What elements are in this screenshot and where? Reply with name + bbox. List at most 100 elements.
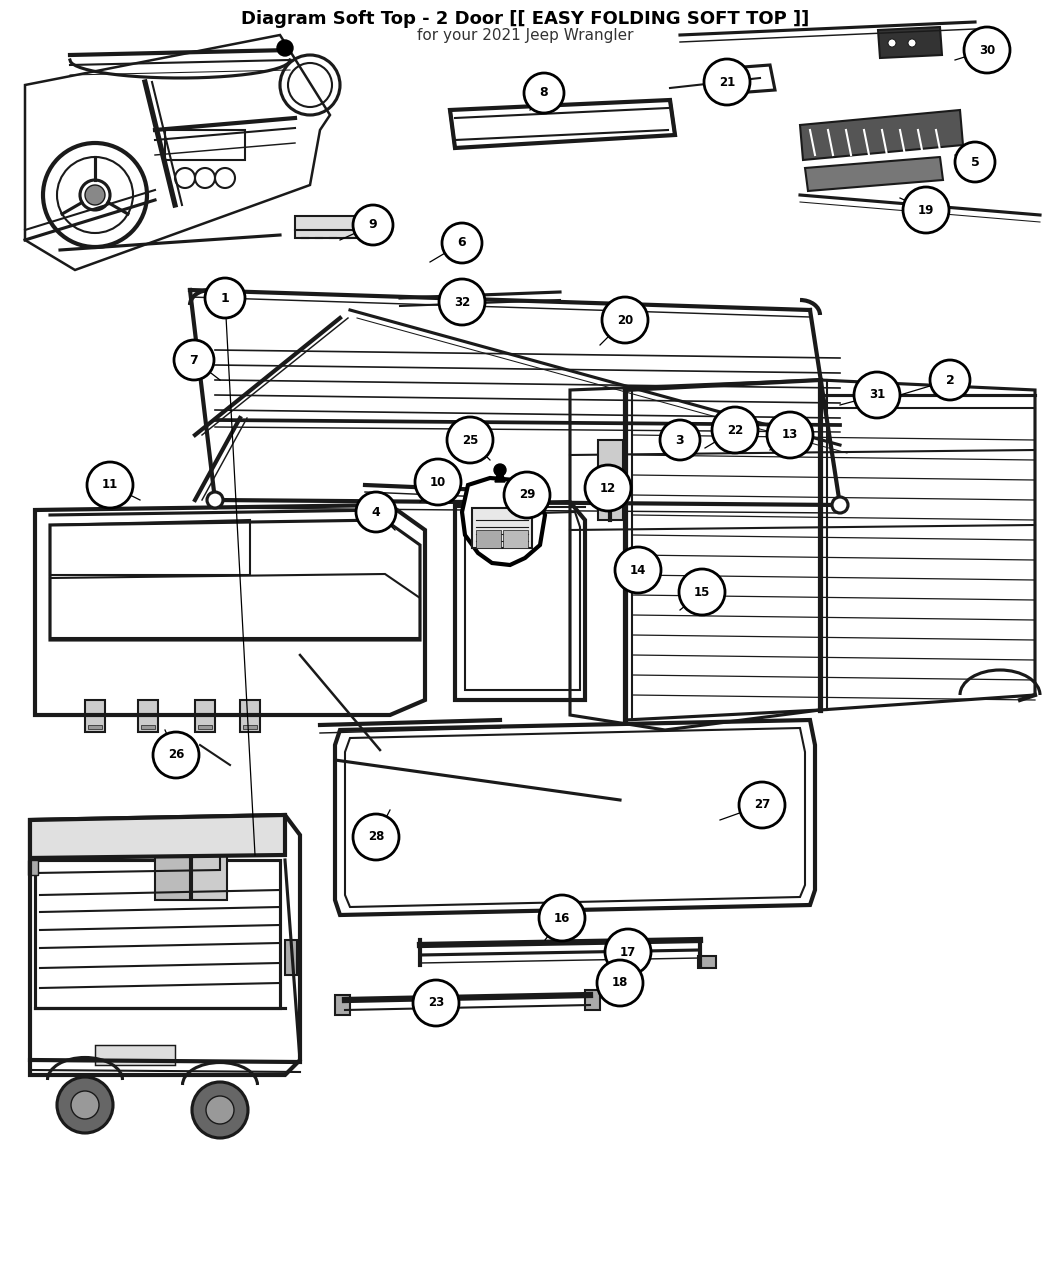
Bar <box>141 725 155 729</box>
Bar <box>94 1046 175 1065</box>
Text: for your 2021 Jeep Wrangler: for your 2021 Jeep Wrangler <box>417 28 633 43</box>
Text: 18: 18 <box>612 977 628 989</box>
Text: 21: 21 <box>719 75 735 88</box>
Circle shape <box>739 782 785 827</box>
Circle shape <box>615 547 662 593</box>
Circle shape <box>712 407 758 453</box>
Bar <box>165 130 245 159</box>
Circle shape <box>964 27 1010 73</box>
Bar <box>155 850 190 900</box>
Circle shape <box>192 1082 248 1139</box>
Polygon shape <box>30 815 285 858</box>
Circle shape <box>908 40 916 47</box>
Circle shape <box>87 462 133 507</box>
Bar <box>295 215 380 238</box>
Text: 2: 2 <box>946 374 954 386</box>
Polygon shape <box>495 476 505 482</box>
Polygon shape <box>805 157 943 191</box>
Text: 5: 5 <box>970 156 980 168</box>
Bar <box>476 530 501 548</box>
Text: 13: 13 <box>782 428 798 441</box>
Circle shape <box>413 980 459 1026</box>
Text: 32: 32 <box>454 296 470 309</box>
Circle shape <box>704 59 750 105</box>
Circle shape <box>353 813 399 861</box>
Circle shape <box>903 187 949 233</box>
Bar <box>35 861 280 1009</box>
Text: 7: 7 <box>190 353 198 366</box>
Circle shape <box>832 497 848 513</box>
Bar <box>698 956 716 968</box>
Text: 11: 11 <box>102 478 118 491</box>
Text: 26: 26 <box>168 748 184 761</box>
Polygon shape <box>800 110 963 159</box>
Circle shape <box>585 465 631 511</box>
Circle shape <box>71 1091 99 1119</box>
Text: 3: 3 <box>676 434 685 446</box>
Circle shape <box>442 223 482 263</box>
Circle shape <box>605 929 651 975</box>
Circle shape <box>205 278 245 317</box>
Circle shape <box>888 40 896 47</box>
Bar <box>598 440 623 520</box>
Bar <box>28 861 38 875</box>
Circle shape <box>415 459 461 505</box>
Circle shape <box>602 297 648 343</box>
Circle shape <box>766 412 813 458</box>
Circle shape <box>930 360 970 400</box>
Circle shape <box>504 472 550 518</box>
Text: 19: 19 <box>918 204 935 217</box>
Circle shape <box>956 142 995 182</box>
Bar <box>243 725 257 729</box>
Text: 17: 17 <box>620 946 636 959</box>
Text: 14: 14 <box>630 564 646 576</box>
Circle shape <box>85 185 105 205</box>
Circle shape <box>174 340 214 380</box>
Text: 1: 1 <box>220 292 229 305</box>
Circle shape <box>356 492 396 532</box>
Text: 10: 10 <box>429 476 446 488</box>
Bar <box>138 700 158 732</box>
Circle shape <box>854 372 900 418</box>
Text: 6: 6 <box>458 236 466 250</box>
Text: 25: 25 <box>462 434 478 446</box>
Circle shape <box>494 464 506 476</box>
Circle shape <box>604 469 616 481</box>
Text: 23: 23 <box>428 997 444 1010</box>
Bar <box>285 940 297 975</box>
Text: 29: 29 <box>519 488 536 501</box>
Circle shape <box>207 492 223 507</box>
Circle shape <box>539 895 585 941</box>
Text: 27: 27 <box>754 798 770 811</box>
Bar <box>88 725 102 729</box>
Text: 30: 30 <box>979 43 995 56</box>
Text: 12: 12 <box>600 482 616 495</box>
Polygon shape <box>878 27 942 57</box>
Text: 28: 28 <box>368 830 384 844</box>
Circle shape <box>353 205 393 245</box>
Bar <box>585 989 600 1010</box>
Circle shape <box>524 73 564 113</box>
Circle shape <box>153 732 200 778</box>
Text: 16: 16 <box>553 912 570 924</box>
Circle shape <box>660 419 700 460</box>
Text: Diagram Soft Top - 2 Door [[ EASY FOLDING SOFT TOP ]]: Diagram Soft Top - 2 Door [[ EASY FOLDIN… <box>240 10 810 28</box>
Polygon shape <box>462 478 545 565</box>
Text: 4: 4 <box>372 505 380 519</box>
Circle shape <box>206 1096 234 1125</box>
Bar <box>198 725 212 729</box>
Text: 8: 8 <box>540 87 548 99</box>
Circle shape <box>277 40 293 56</box>
Text: 22: 22 <box>727 423 743 436</box>
Circle shape <box>439 279 485 325</box>
Bar <box>195 700 215 732</box>
Text: 20: 20 <box>617 314 633 326</box>
Circle shape <box>679 569 724 615</box>
Bar <box>335 994 350 1015</box>
Circle shape <box>447 417 494 463</box>
Text: 15: 15 <box>694 585 710 598</box>
Bar <box>472 507 532 548</box>
Bar <box>240 700 260 732</box>
Circle shape <box>597 960 643 1006</box>
Text: 9: 9 <box>369 218 377 232</box>
